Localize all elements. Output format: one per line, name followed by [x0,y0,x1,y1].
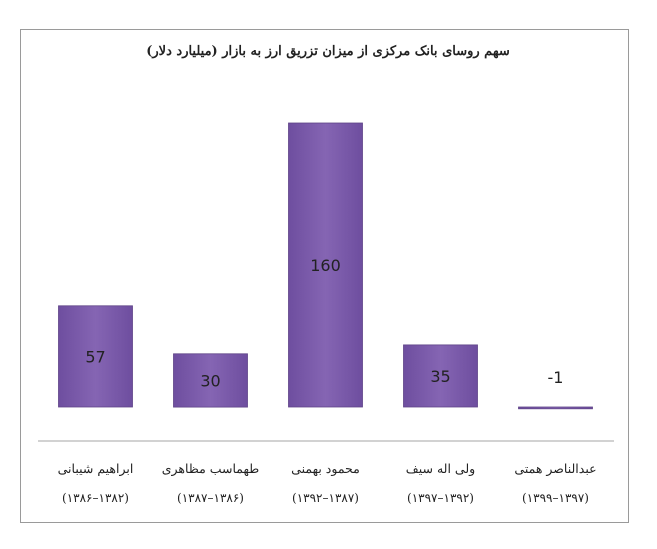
bar-4 [403,344,478,408]
category-range-5: (۱۳۹۷–۱۳۹۹) [522,491,589,505]
category-name-2: طهماسب مظاهری [162,461,260,477]
category-range-4: (۱۳۹۲–۱۳۹۷) [407,491,474,505]
category-name-5: عبدالناصر همتی [514,461,596,477]
data-label-3: 160 [310,256,341,275]
bar-1 [58,305,133,408]
category-name-4: ولی اله سیف [406,461,475,477]
chart-title: سهم روسای بانک مرکزی از میزان تزریق ارز … [146,44,510,59]
category-labels-group: ابراهیم شیبانی (۱۳۸۲–۱۳۸۶) طهماسب مظاهری (۱… [58,461,597,505]
data-label-5: -1 [548,368,564,387]
category-name-1: ابراهیم شیبانی [58,461,134,477]
bar-3 [288,122,363,408]
category-range-1: (۱۳۸۲–۱۳۸۶) [62,491,129,505]
category-name-3: محمود بهمنی [291,461,360,477]
data-label-2: 30 [200,371,220,390]
bar-5 [518,406,593,410]
bar-2 [173,353,248,408]
category-range-2: (۱۳۸۶–۱۳۸۷) [177,491,244,505]
category-range-3: (۱۳۸۷–۱۳۹۲) [292,491,359,505]
data-label-4: 35 [430,367,450,386]
bars-group: 57 30 160 35 -1 [58,122,593,410]
data-label-1: 57 [85,347,105,366]
